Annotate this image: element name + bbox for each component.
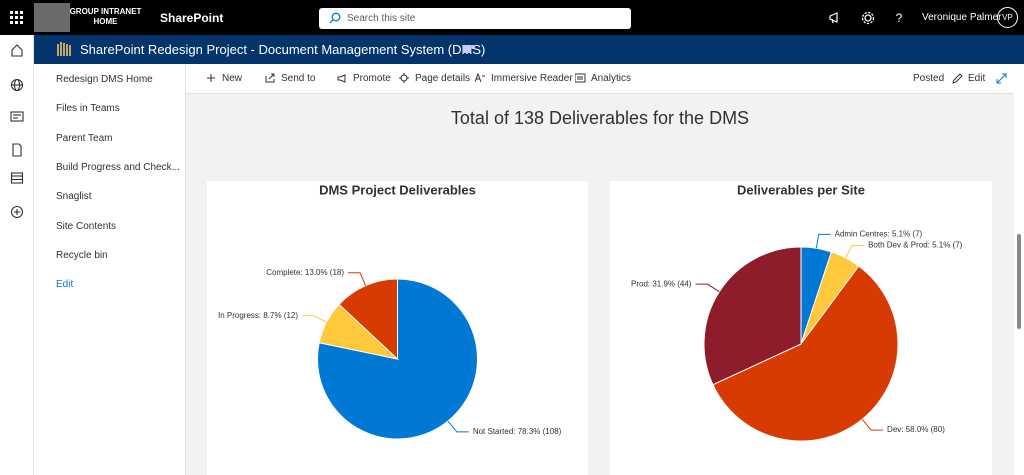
nav-link[interactable]: Snaglist <box>56 191 92 203</box>
logo-image <box>34 3 70 32</box>
slice-label: Not Started: 78.3% (108) <box>473 427 562 436</box>
slice-label: Complete: 13.0% (18) <box>266 268 344 277</box>
page-content: Total of 138 Deliverables for the DMS DM… <box>207 108 992 475</box>
suite-bar: GROUP INTRANET HOME SharePoint Search th… <box>0 0 1024 35</box>
nav-link[interactable]: Recycle bin <box>56 249 108 261</box>
leader-line <box>348 272 367 286</box>
nav-link[interactable]: Site Contents <box>56 220 117 232</box>
command-icon <box>265 73 275 83</box>
slice-label: Dev: 58.0% (80) <box>887 425 945 434</box>
pie-slice <box>338 278 398 361</box>
command-icon <box>575 73 586 83</box>
expand-button[interactable] <box>996 73 1007 84</box>
suite-icons[interactable]: ? <box>828 11 908 25</box>
page-title: Total of 138 Deliverables for the DMS <box>451 108 749 128</box>
nav-link[interactable]: Build Progress and Check... <box>56 161 180 173</box>
slice-label: Prod: 31.9% (44) <box>631 279 692 288</box>
command-button[interactable]: Page details <box>415 73 471 84</box>
search-placeholder: Search this site <box>347 13 416 24</box>
command-icon <box>207 74 215 82</box>
edit-button[interactable]: Edit <box>968 73 986 84</box>
command-button[interactable]: Analytics <box>591 73 632 84</box>
app-name[interactable]: SharePoint <box>160 11 224 25</box>
command-icon <box>399 73 409 83</box>
edit-icon <box>952 73 963 84</box>
site-header: SharePoint Redesign Project - Document M… <box>34 35 1024 64</box>
command-bar: Posted Edit New Send to Promote Page detail… <box>186 64 1014 94</box>
command-icon <box>337 74 346 83</box>
user-name[interactable]: Veronique Palmer <box>922 12 1002 23</box>
app-bar-icons[interactable] <box>10 43 24 223</box>
slice-label: In Progress: 8.7% (12) <box>218 311 298 320</box>
left-navigation: Redesign DMS Home Files in Teams Parent Te… <box>34 64 186 475</box>
site-title[interactable]: SharePoint Redesign Project - Document M… <box>80 42 486 57</box>
user-avatar[interactable]: VP <box>997 7 1018 28</box>
command-icon <box>475 73 485 83</box>
leader-line <box>845 244 865 259</box>
org-logo[interactable]: GROUP INTRANET HOME <box>69 7 142 26</box>
scrollbar <box>1014 64 1024 475</box>
leader-line <box>447 420 469 433</box>
slice-label: Both Dev & Prod: 5.1% (7) <box>868 241 963 250</box>
chart-title: Deliverables per Site <box>737 182 865 197</box>
app-bar <box>0 35 34 475</box>
post-status: Posted <box>913 73 945 84</box>
nav-link[interactable]: Parent Team <box>56 132 113 144</box>
leader-line <box>861 418 884 431</box>
search-box[interactable]: Search this site <box>319 8 631 29</box>
command-button[interactable]: Immersive Reader <box>491 73 573 84</box>
leader-line <box>695 283 720 293</box>
command-button[interactable]: New <box>222 73 243 84</box>
svg-text:?: ? <box>896 11 903 25</box>
slice-label: Admin Centres: 5.1% (7) <box>835 230 923 239</box>
teams-icon[interactable] <box>463 43 475 55</box>
command-button[interactable]: Send to <box>281 73 316 84</box>
nav-link[interactable]: Files in Teams <box>56 103 120 115</box>
search-icon <box>329 12 341 24</box>
nav-link[interactable]: Redesign DMS Home <box>56 74 153 85</box>
command-button[interactable]: Promote <box>353 73 391 84</box>
scroll-thumb[interactable] <box>1017 234 1021 329</box>
leader-line <box>302 315 327 323</box>
leader-line <box>815 233 831 249</box>
app-launcher[interactable] <box>10 11 23 24</box>
nav-link[interactable]: Edit <box>56 279 74 291</box>
site-logo <box>57 42 71 56</box>
chart-title: DMS Project Deliverables <box>319 182 476 197</box>
